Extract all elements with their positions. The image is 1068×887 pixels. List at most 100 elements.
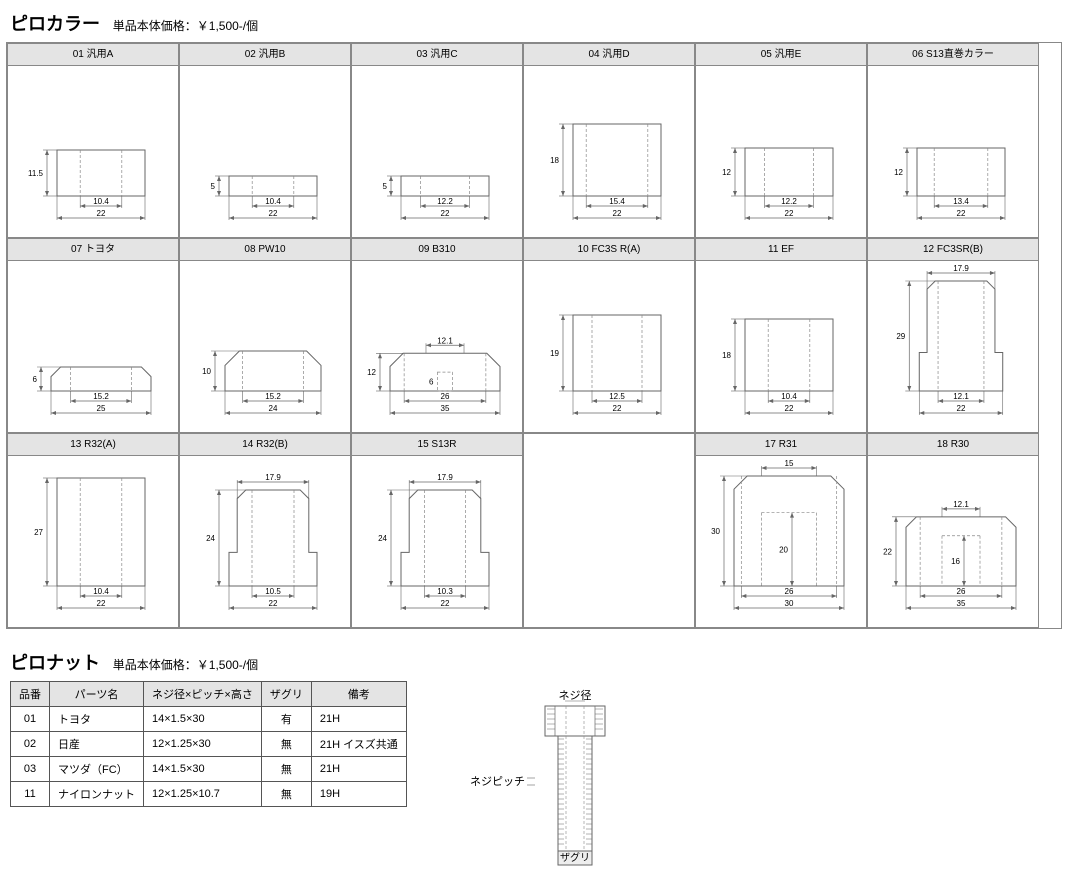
svg-text:13.4: 13.4 <box>953 197 969 206</box>
collar-cell-body: 30 20 15 26 30 <box>696 456 866 627</box>
nut-cell: 14×1.5×30 <box>144 757 262 782</box>
nut-cell: 12×1.25×30 <box>144 732 262 757</box>
collar-cell-body: 5 12.2 22 <box>352 66 522 237</box>
svg-text:10.4: 10.4 <box>93 587 109 596</box>
collar-cell: 04 汎用D 18 15.4 22 <box>523 43 695 238</box>
svg-text:15: 15 <box>785 459 794 468</box>
svg-text:10.5: 10.5 <box>265 587 281 596</box>
svg-text:12.1: 12.1 <box>953 500 969 509</box>
svg-text:22: 22 <box>957 209 966 218</box>
collar-cell-header: 08 PW10 <box>180 239 350 261</box>
svg-text:5: 5 <box>211 182 216 191</box>
svg-text:10.3: 10.3 <box>437 587 453 596</box>
nut-th: 備考 <box>311 682 406 707</box>
nut-cell: マツダ（FC） <box>50 757 144 782</box>
nut-cell: 21H イスズ共通 <box>311 732 406 757</box>
collar-subtitle: 単品本体価格：￥1,500-/個 <box>113 19 258 33</box>
collar-cell-body: 5 10.4 22 <box>180 66 350 237</box>
svg-text:22: 22 <box>97 599 106 608</box>
collar-cell-body: 11.5 10.4 22 <box>8 66 178 237</box>
collar-cell: 14 R32(B) 24 17.9 10.5 22 <box>179 433 351 628</box>
nut-cell: 12×1.25×10.7 <box>144 782 262 807</box>
svg-text:27: 27 <box>34 528 43 537</box>
svg-text:35: 35 <box>441 404 450 413</box>
svg-text:22: 22 <box>97 209 106 218</box>
svg-text:26: 26 <box>957 587 966 596</box>
svg-text:10.4: 10.4 <box>265 197 281 206</box>
svg-text:10: 10 <box>202 367 211 376</box>
nut-cell: ナイロンナット <box>50 782 144 807</box>
svg-text:22: 22 <box>441 209 450 218</box>
svg-text:12.1: 12.1 <box>437 336 453 345</box>
collar-cell-body: 24 17.9 10.5 22 <box>180 456 350 627</box>
svg-text:15.2: 15.2 <box>93 392 109 401</box>
nut-th: ネジ径×ピッチ×高さ <box>144 682 262 707</box>
svg-text:17.9: 17.9 <box>953 264 969 273</box>
collar-cell-header: 09 B310 <box>352 239 522 261</box>
collar-cell-header: 06 S13直巻カラー <box>868 44 1038 66</box>
nut-cell: トヨタ <box>50 707 144 732</box>
collar-cell: 01 汎用A 11.5 10.4 22 <box>7 43 179 238</box>
svg-text:15.2: 15.2 <box>265 392 281 401</box>
svg-text:25: 25 <box>97 404 106 413</box>
svg-text:10.4: 10.4 <box>93 197 109 206</box>
svg-text:29: 29 <box>896 332 905 341</box>
collar-cell: 15 S13R 24 17.9 10.3 22 <box>351 433 523 628</box>
collar-cell-header: 12 FC3SR(B) <box>868 239 1038 261</box>
collar-cell-header: 15 S13R <box>352 434 522 456</box>
svg-text:22: 22 <box>269 599 278 608</box>
nut-cell: 無 <box>261 732 311 757</box>
svg-text:12: 12 <box>367 368 376 377</box>
collar-cell: 17 R31 30 20 15 26 30 <box>695 433 867 628</box>
svg-text:24: 24 <box>206 534 215 543</box>
svg-text:30: 30 <box>785 599 794 608</box>
svg-text:30: 30 <box>711 527 720 536</box>
svg-text:22: 22 <box>441 599 450 608</box>
collar-cell-body: 18 10.4 22 <box>696 261 866 432</box>
collar-cell-body: 6 12 12.1 26 35 <box>352 261 522 432</box>
collar-cell-header: 13 R32(A) <box>8 434 178 456</box>
svg-text:22: 22 <box>785 209 794 218</box>
collar-cell: 08 PW10 10 15.2 24 <box>179 238 351 433</box>
nut-cell: 無 <box>261 757 311 782</box>
svg-text:ネジ径: ネジ径 <box>558 689 591 702</box>
collar-cell-body: 12 13.4 22 <box>868 66 1038 237</box>
collar-cell-header: 05 汎用E <box>696 44 866 66</box>
collar-cell-body: 24 17.9 10.3 22 <box>352 456 522 627</box>
nut-title: ピロナット <box>10 649 100 675</box>
collar-cell: 07 トヨタ 6 15.2 25 <box>7 238 179 433</box>
svg-text:6: 6 <box>429 378 434 387</box>
svg-text:26: 26 <box>441 392 450 401</box>
collar-cell: 18 R30 22 16 12.1 26 35 <box>867 433 1039 628</box>
nut-diagram: ネジ径ネジピッチザグリ <box>470 681 670 881</box>
nut-cell: 02 <box>11 732 50 757</box>
collar-cell-body: 19 12.5 22 <box>524 261 694 432</box>
svg-text:18: 18 <box>722 351 731 360</box>
svg-text:ネジピッチ: ネジピッチ <box>470 775 525 788</box>
collar-cell-header: 04 汎用D <box>524 44 694 66</box>
collar-cell: 02 汎用B 5 10.4 22 <box>179 43 351 238</box>
svg-text:22: 22 <box>613 404 622 413</box>
svg-text:ザグリ: ザグリ <box>560 851 590 864</box>
collar-cell-body: 22 16 12.1 26 35 <box>868 456 1038 627</box>
collar-cell-header: 03 汎用C <box>352 44 522 66</box>
svg-text:12: 12 <box>894 168 903 177</box>
nut-th: ザグリ <box>261 682 311 707</box>
collar-cell: 03 汎用C 5 12.2 22 <box>351 43 523 238</box>
svg-text:11.5: 11.5 <box>28 169 44 178</box>
nut-cell: 無 <box>261 782 311 807</box>
nut-subtitle: 単品本体価格：￥1,500-/個 <box>113 658 258 672</box>
svg-text:10.4: 10.4 <box>781 392 797 401</box>
svg-text:26: 26 <box>785 587 794 596</box>
collar-cell-body: 18 15.4 22 <box>524 66 694 237</box>
nut-cell: 21H <box>311 757 406 782</box>
nut-row: 03マツダ（FC）14×1.5×30無21H <box>11 757 407 782</box>
collar-cell: 10 FC3S R(A) 19 12.5 22 <box>523 238 695 433</box>
svg-text:12: 12 <box>722 168 731 177</box>
collar-cell-header: 11 EF <box>696 239 866 261</box>
collar-cell-body: 29 17.9 12.1 22 <box>868 261 1038 432</box>
svg-text:6: 6 <box>33 375 38 384</box>
svg-text:24: 24 <box>269 404 278 413</box>
nut-cell: 01 <box>11 707 50 732</box>
collar-cell-header: 17 R31 <box>696 434 866 456</box>
